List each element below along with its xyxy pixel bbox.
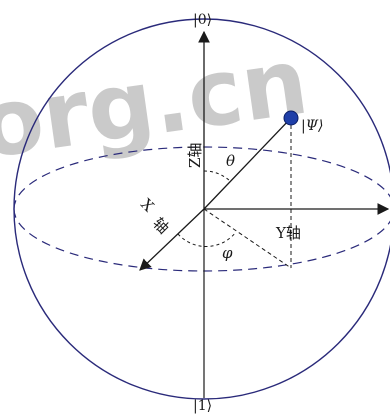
x-axis-label-bottom: 轴 [149,214,172,237]
theta-angle-arc [203,170,231,182]
z-axis-label: Z轴 [186,143,204,168]
state-point [283,110,299,126]
x-axis-label-top: X [137,195,158,216]
phi-label: φ [222,244,233,262]
ket-one-label: |1⟩ [193,398,212,414]
equator-front-arc [13,208,390,272]
y-axis-label: Y轴 [275,224,301,242]
state-vector-line [203,117,292,210]
x-axis-arrow [139,208,205,271]
projection-origin-dashed [203,208,292,269]
phi-angle-arc [177,231,237,247]
watermark-text: org.cn [0,28,314,180]
ket-psi-label: |Ψ⟩ [301,118,323,134]
theta-label: θ [226,152,235,170]
ket-zero-label: |0⟩ [193,12,212,28]
